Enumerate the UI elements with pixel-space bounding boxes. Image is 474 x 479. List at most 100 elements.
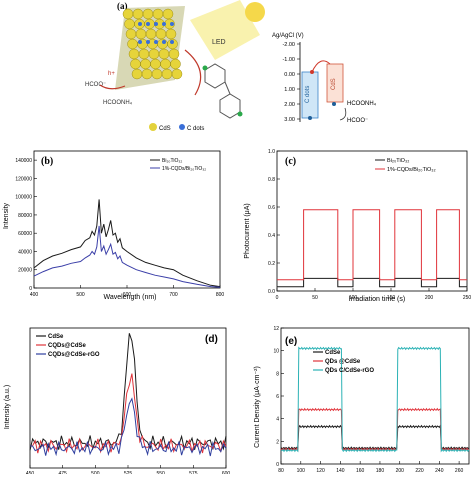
- cds-sphere: [171, 68, 183, 80]
- x-tick-label: 80: [278, 468, 284, 474]
- hole-dot: [332, 102, 336, 106]
- energy-tick-label: -1.00: [282, 57, 295, 63]
- reaction-arrow: [99, 84, 126, 90]
- legend-cds-label: CdS: [159, 126, 171, 132]
- y-tick-label: 0.4: [268, 233, 275, 239]
- cds-sphere: [128, 48, 140, 60]
- cds-sphere: [158, 48, 170, 60]
- x-tick-label: 100: [297, 468, 306, 474]
- y-tick-label: 0.2: [268, 261, 275, 267]
- cds-band: [326, 63, 344, 103]
- x-tick-label: 0: [276, 295, 279, 301]
- x-tick-label: 120: [316, 468, 325, 474]
- plot-area: 80 100 120 140 160 180 200 220 240 260 0 2 4 6 8 10 12 (e…: [273, 326, 470, 474]
- x-tick-label: 400: [30, 292, 39, 298]
- cdot-particle: [170, 40, 174, 44]
- cds-sphere: [124, 18, 135, 30]
- chart-e: Current Density (μA·cm⁻²) 80 100 120 140 160…: [254, 326, 470, 474]
- y-tick-label: 4: [276, 417, 279, 423]
- cds-sphere: [122, 8, 134, 20]
- legend-label: 1%-CQDs/Bi₂₀TiO₃₂: [387, 167, 436, 173]
- series-line: [29, 397, 227, 457]
- cds-sphere: [151, 68, 163, 80]
- y-axis-label: Photocurrent (μA): [244, 203, 251, 258]
- cds-sphere: [160, 58, 171, 70]
- y-axis-label: Intensity (a.u.): [4, 385, 11, 429]
- led-light-beam: [190, 0, 260, 60]
- hcoonh4-label: HCOONH₄: [103, 100, 133, 106]
- cds-sphere: [127, 38, 138, 50]
- x-tick-label: 700: [169, 292, 178, 298]
- series-line: [277, 209, 467, 281]
- x-axis-label: Wavelength (nm): [103, 294, 156, 301]
- legend-label: CdSe: [325, 350, 341, 356]
- x-tick-label: 180: [376, 468, 385, 474]
- cdot-particle: [154, 40, 158, 44]
- x-axis-label: Irradiation time (s): [349, 296, 405, 303]
- cds-sphere: [148, 48, 160, 60]
- panel-d: Intensity (a.u.) 450 475 500 525 550 575 600 (d…: [0, 312, 237, 477]
- cdots-legend-icon: [179, 124, 185, 130]
- energy-tick-label: 3.00: [284, 117, 295, 123]
- x-tick-label: 220: [415, 468, 424, 474]
- band-hcoonh4-label: HCOONH₄: [347, 101, 377, 107]
- legend-label: CQDs@CdSe-rGO: [48, 352, 100, 358]
- legend-label: CdSe: [48, 334, 64, 340]
- x-tick-label: 160: [356, 468, 365, 474]
- y-tick-label: 0: [276, 462, 279, 468]
- legend-label: CQDs@CdSe: [48, 343, 87, 349]
- cds-sphere: [142, 8, 154, 20]
- y-axis-label: Current Density (μA·cm⁻²): [254, 366, 261, 448]
- x-tick-label: 50: [312, 295, 318, 301]
- x-tick-label: 800: [216, 292, 225, 298]
- cds-sphere: [152, 8, 164, 20]
- series-line: [29, 333, 227, 451]
- energy-tick-label: 2.00: [284, 102, 295, 108]
- x-tick-label: 500: [76, 292, 85, 298]
- x-tick-label: 140: [336, 468, 345, 474]
- x-tick-label: 100: [349, 295, 358, 301]
- panel-c: (c) Irradiation time (s) Photocurrent (μ…: [237, 146, 474, 306]
- cdot-particle: [146, 40, 150, 44]
- cds-sphere: [135, 28, 147, 40]
- x-tick-label: 250: [463, 295, 472, 301]
- y-tick-label: 0.0: [268, 289, 275, 295]
- cds-sphere: [168, 48, 180, 60]
- y-tick-label: 20000: [18, 268, 32, 274]
- y-tick-label: 60000: [18, 231, 32, 237]
- cds-sphere: [131, 68, 143, 80]
- series-line: [277, 277, 467, 288]
- cds-sphere: [162, 8, 174, 20]
- panel-c-label: (c): [285, 156, 296, 167]
- cdot-particle: [162, 22, 166, 26]
- atom-icon: [202, 65, 208, 71]
- cds-sphere: [138, 48, 150, 60]
- panel-a-figure: LED (a) HCOO⁻ HCOONH₄ h+ CdS C dots Ag/A…: [85, 0, 377, 132]
- energy-ticks: -2.00 -1.00 0.00 1.00 2.00 3.00: [282, 42, 300, 123]
- cds-sphere: [161, 68, 173, 80]
- cds-band-label: CdS: [331, 78, 337, 90]
- chart-d: Intensity (a.u.) 450 475 500 525 550 575 600(d…: [4, 327, 230, 477]
- panel-b: (b) Wavelength (nm) Intensity 400 500 600 7…: [0, 146, 237, 306]
- x-tick-label: 260: [455, 468, 464, 474]
- series-line: [29, 373, 227, 454]
- y-tick-label: 140000: [15, 158, 32, 164]
- y-tick-label: 10: [273, 349, 279, 355]
- x-tick-label: 600: [123, 292, 132, 298]
- sun-icon: [245, 2, 265, 22]
- series-line: [33, 225, 221, 288]
- y-tick-label: 120000: [15, 176, 32, 182]
- y-tick-label: 2: [276, 439, 279, 445]
- cds-sphere: [140, 58, 151, 70]
- cdot-particle: [170, 22, 174, 26]
- cds-sphere: [170, 58, 181, 70]
- y-tick-label: 100000: [15, 195, 32, 201]
- cds-spheres: [122, 8, 183, 80]
- y-tick-label: 40000: [18, 249, 32, 255]
- cdot-particle: [138, 22, 142, 26]
- electron-arrow: [184, 49, 202, 96]
- cds-sphere: [141, 68, 153, 80]
- y-tick-label: 1.0: [268, 149, 275, 155]
- cds-legend-icon: [149, 123, 157, 131]
- energy-tick-label: 1.00: [284, 87, 295, 93]
